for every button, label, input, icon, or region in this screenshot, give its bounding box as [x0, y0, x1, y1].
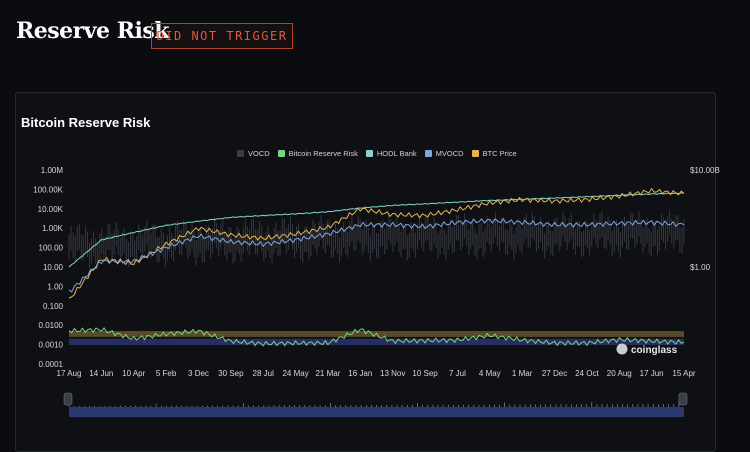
x-tick-label: 1 Mar	[512, 369, 533, 378]
y-tick-label: 0.100	[43, 302, 64, 311]
legend-item-hodl-bank[interactable]: HODL Bank	[365, 148, 417, 158]
y-tick-label: 1.00	[47, 282, 63, 291]
legend-label: BTC Price	[482, 148, 517, 158]
watermark-text: coinglass	[631, 345, 678, 356]
x-tick-label: 4 May	[479, 369, 501, 378]
series-mvocd	[68, 218, 685, 293]
y-tick-label: 1.00M	[41, 166, 64, 175]
y-tick-label: 1.00K	[42, 224, 64, 233]
y-right-tick-label: $1.00	[690, 263, 711, 272]
x-tick-label: 21 Mar	[315, 369, 340, 378]
status-badge: DID NOT TRIGGER	[151, 23, 293, 49]
y-tick-label: 100.00	[39, 244, 64, 253]
range-slider-track	[69, 407, 684, 417]
x-tick-label: 28 Jul	[253, 369, 275, 378]
x-tick-label: 27 Dec	[542, 369, 567, 378]
x-tick-label: 10 Sep	[412, 369, 438, 378]
legend-label: MVOCD	[435, 148, 464, 158]
legend-swatch-icon	[277, 149, 285, 157]
x-tick-label: 17 Jun	[640, 369, 664, 378]
y-right-tick-label: $10.00B	[690, 166, 720, 175]
range-handle-left-icon[interactable]	[63, 392, 73, 406]
legend-item-mvocd[interactable]: MVOCD	[424, 148, 464, 158]
legend-item-vocd[interactable]: VOCD	[237, 149, 270, 158]
x-tick-label: 30 Sep	[218, 369, 244, 378]
series-btc-price	[68, 187, 685, 299]
legend-swatch-icon	[424, 149, 432, 157]
y-tick-label: 100.00K	[33, 185, 63, 194]
x-tick-label: 13 Nov	[380, 369, 405, 378]
range-handle-right-icon[interactable]	[678, 392, 688, 406]
y-tick-label: 0.0100	[39, 321, 64, 330]
legend-label: VOCD	[248, 148, 270, 158]
legend-label: HODL Bank	[376, 148, 417, 158]
x-tick-label: 14 Jun	[89, 369, 113, 378]
y-tick-label: 0.0010	[39, 341, 64, 350]
x-tick-label: 5 Feb	[156, 369, 177, 378]
x-tick-label: 20 Aug	[607, 369, 632, 378]
x-tick-label: 15 Apr	[672, 369, 695, 378]
y-tick-label: 10.00K	[38, 205, 64, 214]
x-tick-label: 24 Oct	[575, 369, 599, 378]
legend-swatch-icon	[237, 149, 244, 157]
legend-item-btc-price[interactable]: BTC Price	[471, 148, 517, 158]
y-tick-label: 0.0001	[39, 360, 64, 369]
x-tick-label: 16 Jan	[348, 369, 372, 378]
legend-swatch-icon	[365, 149, 373, 157]
band-lower	[69, 338, 684, 346]
chart-title: Bitcoin Reserve Risk	[21, 115, 151, 130]
series-vocd	[68, 209, 685, 270]
series-hodl-bank	[68, 192, 685, 268]
coinglass-logo-icon	[616, 343, 628, 355]
legend-swatch-icon	[471, 149, 479, 157]
legend-item-reserve-risk[interactable]: Bitcoin Reserve Risk	[277, 148, 358, 158]
legend-label: Bitcoin Reserve Risk	[288, 148, 358, 158]
x-tick-label: 7 Jul	[449, 369, 466, 378]
chart-legend: VOCD Bitcoin Reserve Risk HODL Bank MVOC…	[237, 146, 517, 160]
x-tick-label: 24 May	[282, 369, 308, 378]
x-tick-label: 3 Dec	[188, 369, 209, 378]
range-slider-preview	[68, 402, 680, 407]
x-tick-label: 17 Aug	[57, 369, 82, 378]
chart-card: Bitcoin Reserve Risk VOCD Bitcoin Reserv…	[15, 92, 716, 452]
x-tick-label: 10 Apr	[122, 369, 145, 378]
page-title: Reserve Risk	[16, 18, 169, 44]
series-bitcoin-reserve-risk	[68, 327, 685, 347]
y-tick-label: 10.00	[43, 263, 64, 272]
